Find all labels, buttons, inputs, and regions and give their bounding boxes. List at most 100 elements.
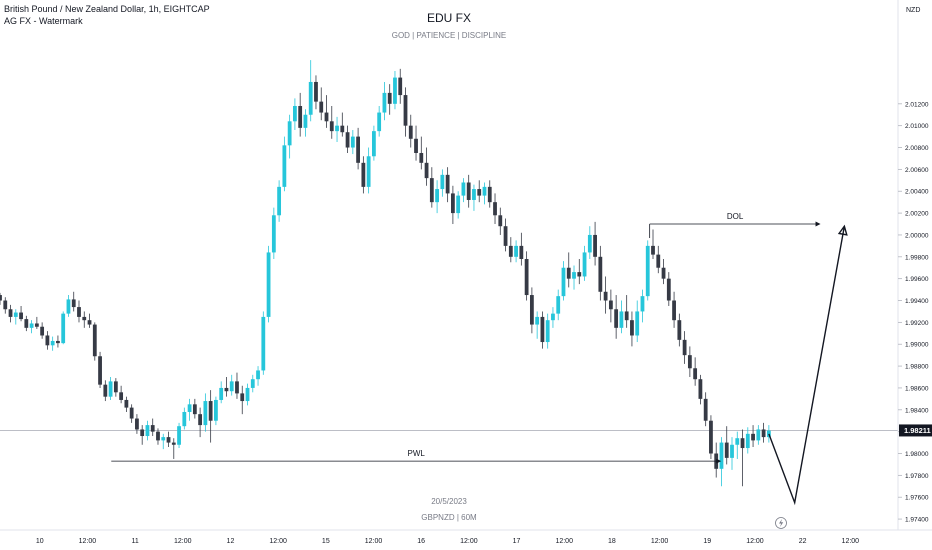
price-tick-label: 1.98600 bbox=[905, 385, 929, 392]
candle bbox=[303, 109, 308, 137]
candle-body bbox=[98, 356, 102, 385]
candle-body bbox=[214, 399, 218, 421]
candle bbox=[13, 309, 18, 325]
candle bbox=[371, 125, 376, 161]
annotations: DOL PWL bbox=[111, 212, 848, 506]
candle bbox=[551, 307, 555, 328]
price-tick-label: 1.98800 bbox=[905, 364, 929, 371]
candle-body bbox=[440, 174, 445, 190]
candle-body bbox=[640, 296, 645, 312]
candle-body bbox=[698, 379, 703, 399]
candle-body bbox=[282, 145, 287, 187]
candle-body bbox=[177, 426, 181, 445]
candle bbox=[461, 178, 466, 203]
candle-body bbox=[45, 335, 50, 346]
candle-body bbox=[34, 323, 39, 327]
candle-body bbox=[8, 309, 13, 317]
candle-body bbox=[529, 295, 534, 325]
candle bbox=[119, 385, 124, 404]
candle-body bbox=[271, 215, 276, 253]
candle bbox=[87, 313, 92, 328]
candle bbox=[408, 114, 413, 148]
candle bbox=[250, 374, 255, 393]
candle-body bbox=[61, 313, 66, 344]
time-axis[interactable]: 10 12:00 11 12:00 12 12:00 15 12:00 16 12:00 17 12:… bbox=[36, 538, 859, 545]
candle bbox=[256, 366, 260, 386]
candle bbox=[719, 437, 724, 487]
candle bbox=[219, 381, 224, 404]
price-tick-label: 1.98000 bbox=[905, 451, 929, 458]
candle-body bbox=[656, 254, 661, 268]
candle-body bbox=[224, 387, 229, 392]
candle bbox=[440, 169, 445, 197]
candle bbox=[140, 425, 145, 445]
candle bbox=[145, 420, 150, 441]
time-tick-label: 16 bbox=[417, 538, 425, 545]
candle-body bbox=[461, 182, 466, 196]
candle-body bbox=[308, 81, 313, 115]
candle bbox=[445, 167, 450, 203]
candle bbox=[487, 180, 492, 208]
candle-body bbox=[77, 307, 81, 317]
candle bbox=[113, 378, 118, 397]
candle bbox=[192, 398, 197, 419]
candle-body bbox=[0, 295, 2, 301]
candle bbox=[393, 71, 397, 110]
candle bbox=[0, 292, 2, 305]
time-tick-label: 10 bbox=[36, 538, 44, 545]
price-tick-label: 1.99400 bbox=[905, 298, 929, 305]
time-tick-label: 12:00 bbox=[651, 538, 669, 545]
candle bbox=[540, 311, 545, 349]
candle-body bbox=[140, 429, 145, 437]
candle bbox=[561, 261, 566, 301]
candle-body bbox=[424, 162, 429, 179]
candle-body bbox=[198, 414, 203, 426]
candle bbox=[766, 425, 771, 443]
candle-body bbox=[366, 156, 371, 187]
current-price-tag bbox=[899, 424, 932, 437]
candle-body bbox=[614, 309, 619, 328]
candle-body bbox=[487, 186, 492, 203]
candle-body bbox=[3, 300, 8, 310]
pwl-arrow-head bbox=[716, 458, 722, 464]
candle bbox=[40, 322, 45, 339]
candle-body bbox=[735, 438, 740, 445]
candle bbox=[745, 427, 750, 454]
candle-body bbox=[751, 433, 755, 441]
candle-body bbox=[577, 272, 582, 277]
candle-body bbox=[572, 272, 576, 279]
candle-body bbox=[477, 189, 482, 196]
candle-body bbox=[108, 381, 113, 397]
candle bbox=[435, 180, 439, 214]
candle-body bbox=[261, 316, 266, 371]
candle-body bbox=[293, 106, 297, 122]
time-tick-label: 18 bbox=[608, 538, 616, 545]
time-tick-label: 17 bbox=[513, 538, 521, 545]
candle bbox=[77, 300, 81, 323]
candle bbox=[29, 320, 34, 334]
candle bbox=[761, 422, 766, 443]
candle-body bbox=[635, 311, 640, 336]
brand-watermark-subtitle: GOD | PATIENCE | DISCIPLINE bbox=[392, 31, 507, 40]
lightning-icon[interactable] bbox=[775, 517, 787, 529]
candle bbox=[730, 437, 734, 470]
candle-body bbox=[371, 131, 376, 157]
candle bbox=[356, 127, 361, 170]
candle bbox=[66, 295, 71, 317]
candle-body bbox=[551, 313, 555, 321]
time-tick-label: 22 bbox=[799, 538, 807, 545]
candle bbox=[266, 245, 271, 323]
candle bbox=[709, 415, 713, 459]
candle bbox=[235, 372, 239, 399]
price-axis[interactable]: 2.01200 2.01000 2.00800 2.00600 2.00400 2.002… bbox=[898, 101, 929, 524]
candle bbox=[298, 92, 303, 137]
candle bbox=[687, 346, 692, 378]
candle bbox=[740, 429, 745, 487]
candle bbox=[640, 289, 645, 323]
time-tick-label: 12:00 bbox=[79, 538, 97, 545]
candle-body bbox=[356, 136, 361, 163]
candle bbox=[377, 106, 382, 137]
candle bbox=[50, 336, 55, 351]
